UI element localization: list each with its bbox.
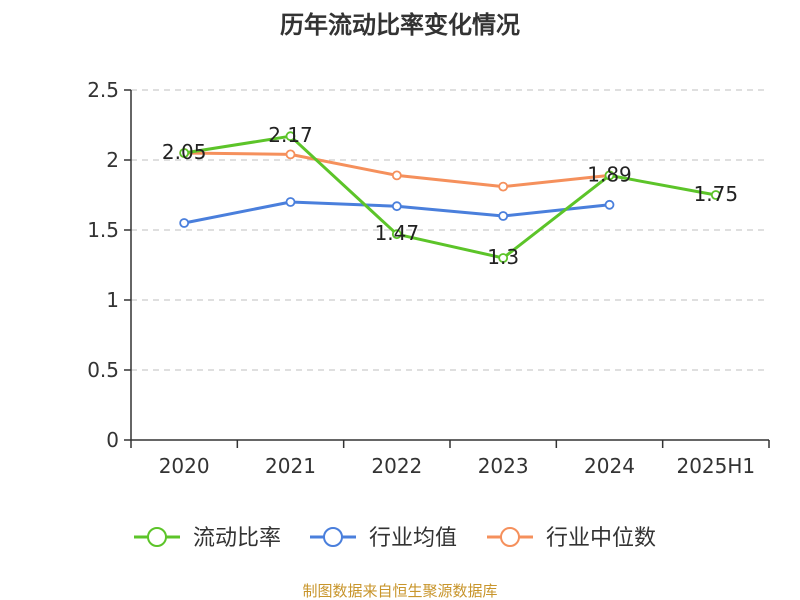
data-point (498, 181, 509, 192)
data-point (498, 211, 509, 221)
x-axis-ticks: 2020 2021 2022 2023 2024 2025H1 (159, 454, 755, 478)
y-tick-label: 1 (106, 288, 119, 312)
data-point (604, 170, 615, 181)
data-label: 1.3 (487, 245, 519, 269)
x-tick-label: 2020 (159, 454, 210, 478)
series-group (179, 131, 721, 263)
data-label: 1.47 (375, 221, 420, 245)
data-label: 2.17 (268, 123, 313, 147)
legend-marker-icon (500, 527, 520, 547)
data-labels: 2.05 2.17 1.47 1.3 1.89 1.75 (162, 123, 738, 269)
x-tick-label: 2021 (265, 454, 316, 478)
data-point (391, 170, 402, 181)
grid-lines (131, 89, 769, 371)
legend-item-1[interactable]: 流动比率 (134, 526, 281, 551)
x-tick-label: 2022 (371, 454, 422, 478)
y-tick-label: 1.5 (87, 218, 119, 242)
legend-label: 行业中位数 (546, 526, 656, 551)
data-point (179, 218, 190, 228)
chart-title: 历年流动比率变化情况 (280, 11, 520, 39)
data-point (285, 149, 296, 160)
legend-marker-icon (147, 527, 167, 547)
legend-label: 行业均值 (369, 526, 457, 551)
y-tick-label: 2 (106, 148, 119, 172)
data-label: 2.05 (162, 140, 207, 164)
data-point (285, 131, 296, 142)
data-point (604, 199, 615, 210)
y-axis-ticks: 0 0.5 1 1.5 2 2.5 (87, 78, 119, 452)
legend-item-2[interactable]: 行业均值 (310, 526, 457, 551)
legend[interactable]: 流动比率 行业均值 行业中位数 (134, 526, 656, 551)
x-tick-label: 2023 (478, 454, 529, 478)
series-line-2 (184, 151, 610, 189)
y-tick-label: 2.5 (87, 78, 119, 102)
source-note: 制图数据来自恒生聚源数据库 (302, 582, 497, 600)
data-point (285, 197, 296, 207)
x-tick-label: 2025H1 (676, 454, 755, 478)
data-label: 1.75 (694, 182, 739, 206)
y-tick-label: 0 (106, 428, 119, 452)
data-point (179, 148, 190, 158)
y-tick-label: 0.5 (87, 358, 119, 382)
legend-label: 流动比率 (193, 526, 281, 551)
data-point (391, 229, 402, 240)
data-point (498, 253, 509, 263)
x-tick-label: 2024 (584, 454, 635, 478)
data-point (391, 201, 402, 212)
legend-item-3[interactable]: 行业中位数 (487, 526, 656, 551)
data-point (710, 190, 721, 200)
data-label: 1.89 (587, 162, 632, 186)
series-line-0 (183, 134, 717, 260)
axes (124, 89, 770, 448)
legend-marker-icon (323, 527, 343, 547)
